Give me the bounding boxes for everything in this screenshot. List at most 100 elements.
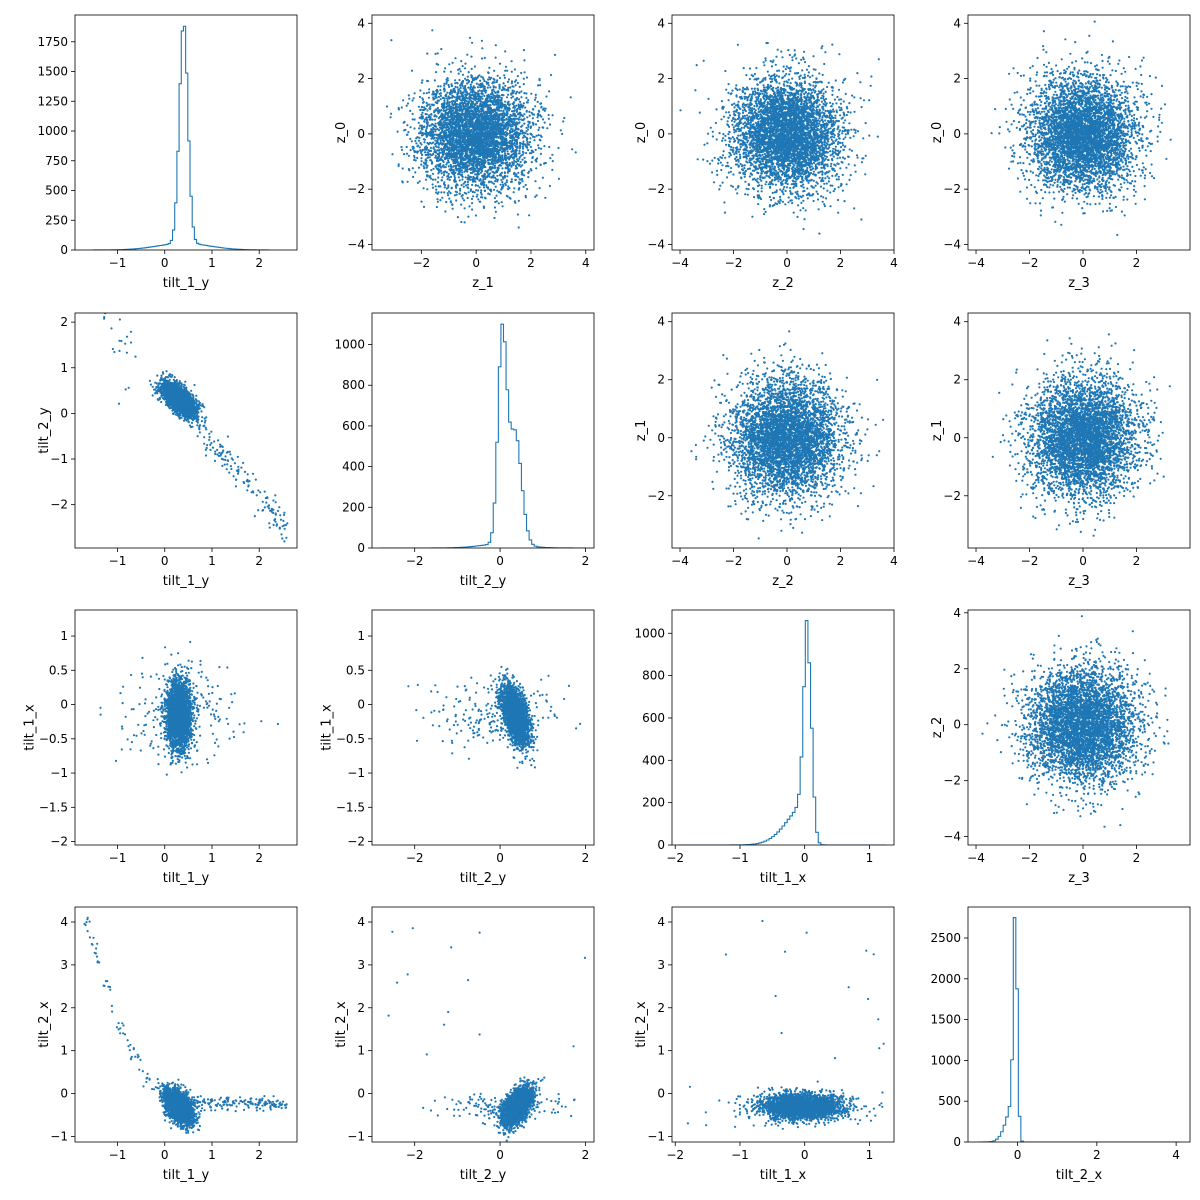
scatter-point — [467, 147, 470, 150]
scatter-point — [465, 144, 468, 147]
scatter-point — [413, 149, 416, 152]
scatter-point — [479, 191, 482, 194]
scatter-point — [464, 122, 467, 125]
scatter-point — [481, 90, 484, 93]
scatter-point — [449, 125, 452, 128]
scatter-point — [460, 220, 463, 224]
scatter-point — [513, 171, 516, 174]
plot-area — [93, 25, 270, 250]
scatter-point — [479, 95, 482, 98]
scatter-point — [468, 157, 471, 160]
scatter-point — [854, 129, 857, 132]
scatter-point — [837, 178, 840, 181]
scatter-point — [452, 152, 455, 155]
scatter-point — [477, 97, 480, 100]
x-tick-label: 1 — [208, 256, 216, 270]
scatter-point — [439, 139, 442, 142]
scatter-point — [539, 102, 542, 105]
scatter-point — [527, 99, 530, 102]
scatter-point — [458, 192, 462, 195]
scatter-point — [519, 165, 522, 168]
scatter-point — [466, 125, 469, 128]
x-tick-label: 0 — [472, 256, 480, 270]
scatter-point — [443, 99, 446, 102]
scatter-point — [434, 52, 437, 56]
scatter-point — [537, 109, 540, 112]
scatter-point — [480, 57, 484, 60]
scatter-point — [443, 166, 446, 169]
scatter-point — [469, 86, 472, 89]
scatter-point — [438, 170, 441, 173]
scatter-point — [428, 88, 431, 91]
scatter-point — [473, 65, 476, 68]
scatter-point — [464, 62, 467, 65]
scatter-point — [517, 181, 521, 184]
scatter-point — [543, 109, 546, 112]
scatter-point — [538, 79, 541, 82]
scatter-point — [431, 178, 435, 181]
scatter-point — [519, 104, 523, 108]
scatter-point — [476, 86, 480, 89]
scatter-point — [461, 171, 464, 174]
scatter-point — [435, 191, 438, 194]
scatter-point — [426, 164, 429, 167]
scatter-point — [525, 138, 528, 142]
scatter-point — [459, 102, 462, 105]
scatter-point — [547, 113, 550, 117]
scatter-point — [427, 96, 430, 99]
scatter-point — [474, 112, 477, 115]
scatter-point — [449, 109, 452, 112]
scatter-point — [504, 140, 508, 143]
scatter-point — [504, 125, 508, 128]
scatter-point — [502, 110, 505, 113]
scatter-point — [486, 108, 489, 111]
scatter-point — [505, 110, 508, 113]
scatter-point — [482, 116, 485, 119]
scatter-point — [506, 93, 510, 96]
scatter-point — [507, 156, 510, 159]
scatter-point — [525, 126, 528, 129]
scatter-point — [456, 168, 459, 171]
scatter-point — [478, 186, 481, 189]
scatter-point — [450, 131, 453, 134]
scatter-point — [509, 139, 512, 142]
scatter-point — [492, 134, 495, 137]
scatter-point — [516, 143, 519, 146]
scatter-point — [425, 118, 429, 121]
scatter-point — [496, 174, 499, 177]
scatter-point — [418, 136, 421, 139]
scatter-point — [726, 161, 729, 164]
scatter-point — [479, 171, 482, 174]
scatter-point — [498, 62, 502, 65]
scatter-point — [454, 134, 457, 137]
scatter-point — [534, 195, 537, 198]
scatter-point — [453, 111, 456, 115]
scatter-point — [482, 85, 485, 88]
scatter-point — [523, 122, 526, 125]
scatter-point — [452, 160, 455, 163]
scatter-point — [458, 179, 461, 182]
scatter-point — [405, 145, 408, 149]
scatter-point — [485, 134, 488, 137]
scatter-point — [416, 150, 419, 153]
scatter-point — [432, 123, 435, 126]
scatter-point — [539, 114, 542, 117]
scatter-point — [446, 91, 449, 94]
scatter-point — [523, 135, 527, 138]
scatter-point — [503, 150, 506, 153]
scatter-point — [497, 102, 500, 105]
scatter-point — [426, 175, 429, 178]
x-tick-label: 2 — [527, 256, 535, 270]
scatter-point — [414, 159, 417, 162]
scatter-point — [455, 152, 458, 155]
scatter-point — [547, 117, 550, 120]
scatter-point — [490, 125, 493, 128]
scatter-point — [523, 156, 526, 159]
scatter-point — [482, 110, 485, 113]
scatter-point — [470, 163, 473, 166]
scatter-point — [482, 78, 485, 81]
scatter-point — [491, 155, 494, 158]
scatter-point — [546, 127, 549, 130]
